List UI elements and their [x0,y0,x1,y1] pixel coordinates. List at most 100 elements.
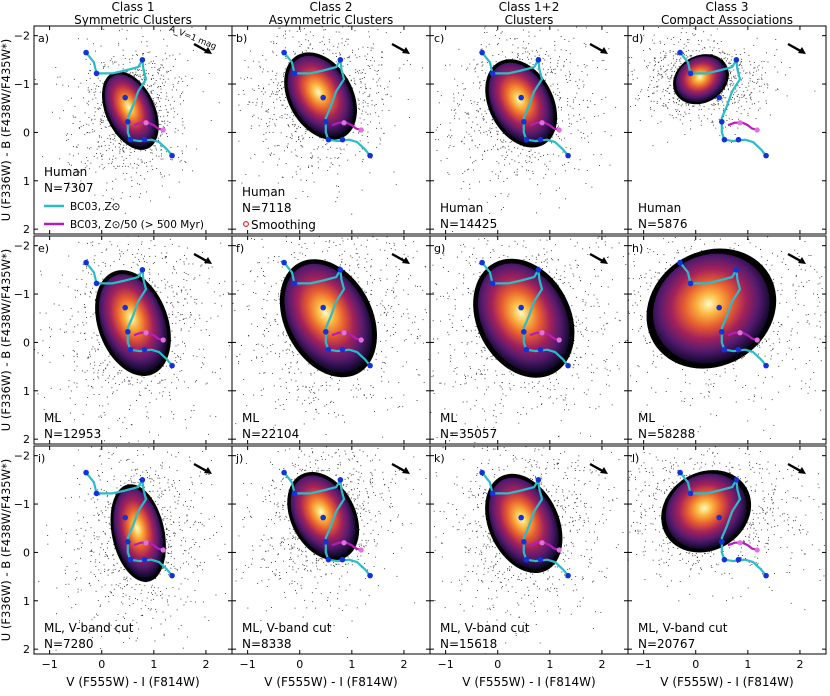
scatter-point [465,112,466,113]
scatter-point [756,71,757,72]
scatter-point [78,145,79,146]
scatter-point [181,328,182,329]
scatter-point [259,66,260,67]
scatter-point [263,69,264,70]
scatter-point [377,239,378,240]
scatter-point [659,74,660,75]
scatter-point [212,372,213,373]
scatter-point [139,261,140,262]
scatter-point [543,69,544,70]
scatter-point [503,140,504,141]
scatter-point [653,145,654,146]
scatter-point [562,165,563,166]
scatter-point [191,410,192,411]
scatter-point [734,50,735,51]
scatter-point [401,316,402,317]
scatter-point [100,92,101,93]
column-title-4: Class 3 [705,0,748,14]
scatter-point [350,61,351,62]
scatter-point [177,200,178,201]
scatter-point [318,167,319,168]
scatter-point [178,302,179,303]
scatter-point [624,79,625,80]
scatter-point [149,274,150,275]
scatter-point [756,118,757,119]
scatter-point [190,312,191,313]
scatter-point [727,120,728,121]
scatter-point [545,80,546,81]
scatter-point [380,86,381,87]
scatter-point [568,162,569,163]
scatter-point [312,166,313,167]
scatter-point [491,149,492,150]
scatter-point [669,93,670,94]
scatter-point [172,314,173,315]
scatter-point [185,76,186,77]
scatter-point [86,266,87,267]
scatter-point [686,51,687,52]
scatter-point [178,312,179,313]
scatter-point [378,116,379,117]
scatter-point [726,60,727,61]
scatter-point [570,148,571,149]
scatter-point [83,325,84,326]
scatter-point [81,279,82,280]
scatter-point [676,54,677,55]
scatter-point [125,179,126,180]
scatter-point [62,275,63,276]
scatter-point [377,71,378,72]
scatter-point [485,111,486,112]
scatter-point [727,54,728,55]
scatter-point [377,305,378,306]
scatter-point [496,161,497,162]
scatter-point [130,405,131,406]
scatter-point [339,32,340,33]
scatter-point [59,282,60,283]
scatter-point [171,411,172,412]
scatter-point [767,84,768,85]
scatter-point [165,53,166,54]
scatter-point [135,149,136,150]
scatter-point [297,386,298,387]
scatter-point [340,55,341,56]
scatter-point [167,46,168,47]
scatter-point [162,59,163,60]
scatter-point [296,198,297,199]
scatter-point [161,150,162,151]
scatter-point [569,123,570,124]
scatter-point [423,319,424,320]
scatter-point [271,41,272,42]
scatter-point [744,52,745,53]
scatter-point [111,244,112,245]
scatter-point [98,370,99,371]
scatter-point [91,242,92,243]
scatter-point [146,70,147,71]
scatter-point [137,168,138,169]
scatter-point [137,382,138,383]
scatter-point [694,28,695,29]
scatter-point [337,47,338,48]
scatter-point [498,54,499,55]
scatter-point [471,127,472,128]
scatter-point [176,293,177,294]
scatter-point [166,257,167,258]
scatter-point [665,90,666,91]
scatter-point [270,351,271,352]
scatter-point [647,90,648,91]
scatter-point [678,98,679,99]
scatter-point [447,172,448,173]
scatter-point [208,268,209,269]
scatter-point [273,93,274,94]
scatter-point [311,375,312,376]
scatter-point [300,169,301,170]
scatter-point [129,409,130,410]
scatter-point [254,350,255,351]
scatter-point [537,52,538,53]
scatter-point [76,387,77,388]
scatter-point [583,81,584,82]
scatter-point [100,80,101,81]
scatter-point [163,126,164,127]
scatter-point [640,120,641,121]
scatter-point [307,196,308,197]
scatter-point [68,162,69,163]
